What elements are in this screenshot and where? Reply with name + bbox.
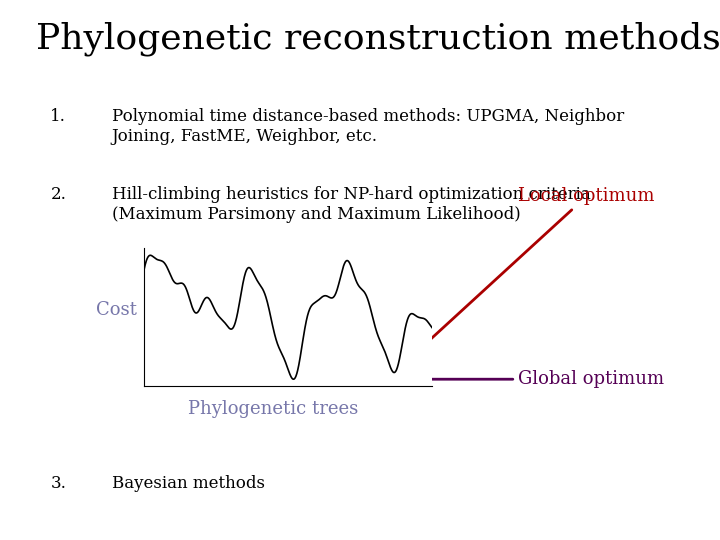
Text: 1.: 1.	[50, 108, 66, 125]
Text: 2.: 2.	[50, 186, 66, 203]
Text: Phylogenetic reconstruction methods: Phylogenetic reconstruction methods	[36, 22, 720, 56]
Text: Local optimum: Local optimum	[399, 187, 655, 368]
Text: Bayesian methods: Bayesian methods	[112, 475, 265, 492]
Text: Polynomial time distance-based methods: UPGMA, Neighbor
Joining, FastME, Weighbo: Polynomial time distance-based methods: …	[112, 108, 624, 145]
Text: Phylogenetic trees: Phylogenetic trees	[189, 400, 359, 417]
Text: Cost: Cost	[96, 301, 137, 319]
Text: Global optimum: Global optimum	[300, 370, 665, 388]
Text: Hill-climbing heuristics for NP-hard optimization criteria
(Maximum Parsimony an: Hill-climbing heuristics for NP-hard opt…	[112, 186, 590, 223]
Text: 3.: 3.	[50, 475, 66, 492]
